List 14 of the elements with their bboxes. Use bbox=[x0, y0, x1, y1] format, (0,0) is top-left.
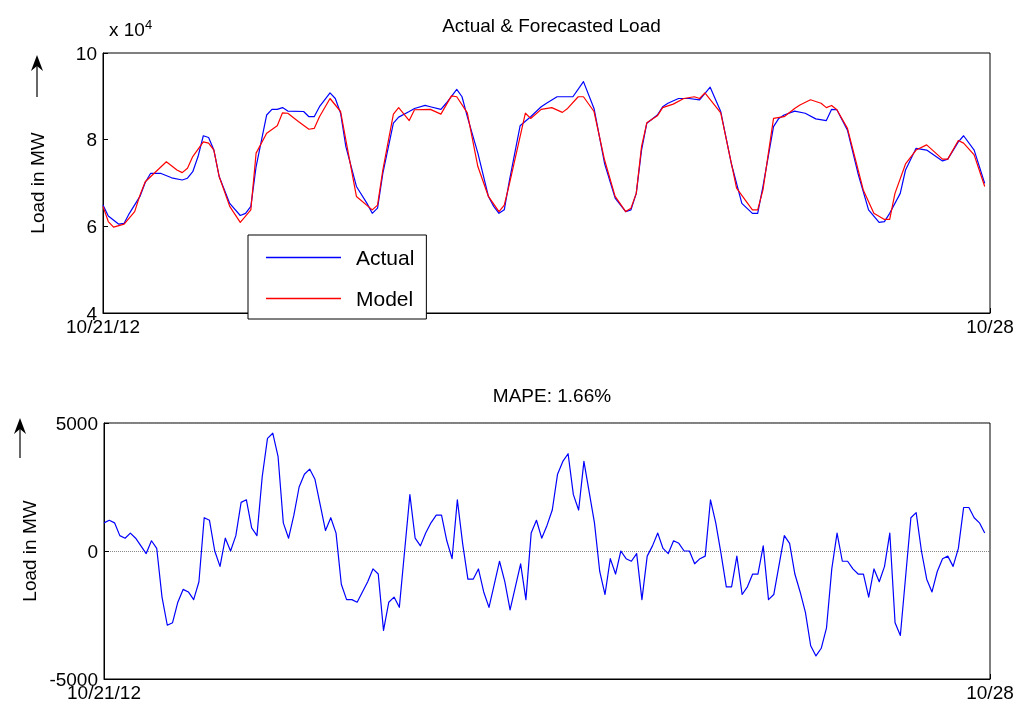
legend-label: Model bbox=[356, 287, 414, 310]
chart-title: Actual & Forecasted Load bbox=[442, 15, 661, 36]
y-tick-label: 6 bbox=[86, 215, 97, 237]
x-tick-label: 10/28 bbox=[966, 682, 1014, 703]
y-tick-label: 8 bbox=[86, 129, 97, 151]
y-axis-title: Load in MW bbox=[18, 500, 40, 602]
y-tick-label: 10 bbox=[75, 42, 97, 64]
y-tick-label: 0 bbox=[87, 540, 98, 562]
text: x 10$^{4}$ bbox=[109, 17, 153, 42]
y-tick-label: 5000 bbox=[55, 412, 98, 434]
chart-title: MAPE: 1.66% bbox=[492, 385, 612, 406]
x-tick-label: 10/28 bbox=[966, 316, 1014, 337]
y-axis-title: Load in MW bbox=[27, 132, 48, 234]
legend-label: Actual bbox=[356, 246, 415, 269]
